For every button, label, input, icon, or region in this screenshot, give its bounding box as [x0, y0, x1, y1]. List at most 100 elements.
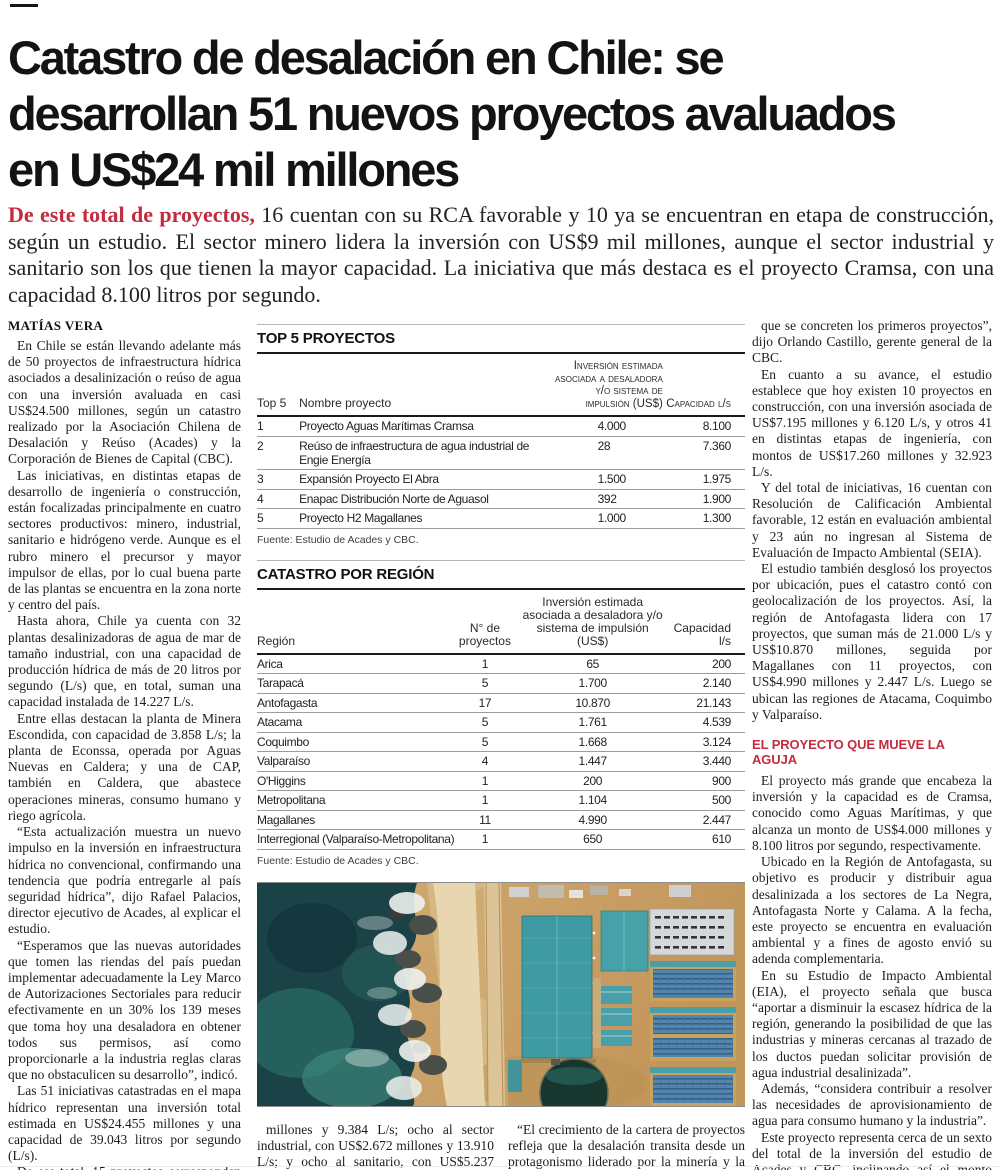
column-left: MATÍAS VERA En Chile se están llevando a…: [8, 318, 241, 1170]
catastro-cell-region: Tarapacá: [257, 673, 448, 694]
top5-table-row: 2 Reúso de infraestructura de agua indus…: [257, 436, 745, 470]
catastro-cell-investment: 1.700: [522, 673, 663, 694]
top5-header-capacity: Capacidad l/s: [662, 354, 745, 417]
top5-cell-name: Expansión Proyecto El Abra: [299, 469, 553, 490]
catastro-cell-capacity: 3.124: [662, 732, 745, 752]
top5-cell-investment: 28: [552, 436, 663, 470]
catastro-cell-region: Metropolitana: [257, 790, 448, 811]
settling-pond: [539, 1057, 609, 1106]
paragraph: Además, “considera contribuir a resolver…: [752, 1080, 992, 1129]
top5-cell-name: Enapac Distribución Norte de Aguasol: [299, 489, 553, 509]
catastro-cell-capacity: 900: [662, 771, 745, 791]
lede-lead-in: De este total de proyectos,: [8, 202, 255, 227]
catastro-cell-projects: 1: [447, 771, 523, 791]
top5-header-name: Nombre proyecto: [299, 354, 553, 417]
catastro-table-row: Atacama 5 1.761 4.539: [257, 712, 745, 733]
catastro-cell-projects: 1: [447, 790, 523, 811]
section-rule: [257, 559, 745, 561]
headline-line: Catastro de desalación en Chile: se: [8, 31, 725, 84]
paragraph: Entre ellas destacan la planta de Minera…: [8, 710, 241, 823]
catastro-table-title: CATASTRO POR REGIÓN: [257, 561, 745, 590]
catastro-cell-investment: 1.447: [522, 751, 663, 772]
top5-cell-rank: 2: [257, 436, 300, 470]
byline: MATÍAS VERA: [8, 318, 104, 333]
paragraph: millones y 9.384 L/s; ocho al sector ind…: [257, 1121, 494, 1169]
catastro-cell-region: Valparaíso: [257, 751, 448, 772]
paragraph: que se concreten los primeros proyectos”…: [752, 318, 992, 366]
catastro-header-investment: Inversión estimada asociada a desaladora…: [522, 589, 663, 655]
headline-line: en US$24 mil millones: [8, 143, 460, 196]
catastro-cell-region: Atacama: [257, 712, 448, 733]
lede-text: 16 cuentan con su RCA favorable y 10 ya …: [8, 202, 994, 307]
paragraph: “Esta actualización muestra un nuevo imp…: [8, 824, 241, 937]
catastro-cell-capacity: 200: [662, 653, 745, 674]
paragraph: En su Estudio de Impacto Ambiental (EIA)…: [752, 967, 992, 1080]
catastro-cell-projects: 1: [447, 653, 523, 674]
catastro-table-row: Antofagasta 17 10.870 21.143: [257, 693, 745, 713]
top5-header-row: Top 5 Nombre proyecto Inversión estimada…: [257, 354, 745, 417]
paragraph: Ubicado en la Región de Antofagasta, su …: [752, 854, 992, 967]
secondary-teal-buildings: [508, 910, 649, 1092]
catastro-cell-projects: 1: [447, 829, 523, 850]
catastro-table-row: Interregional (Valparaíso-Metropolitana)…: [257, 829, 745, 850]
top5-cell-capacity: 1.900: [662, 489, 745, 509]
catastro-table-row: Arica 1 65 200: [257, 653, 745, 674]
page-bottom-rule: [0, 1166, 1000, 1167]
catastro-cell-investment: 200: [522, 771, 663, 791]
catastro-cell-projects: 5: [447, 673, 523, 694]
top5-cell-rank: 1: [257, 416, 300, 437]
catastro-cell-investment: 10.870: [522, 693, 663, 713]
paragraph: Y del total de iniciativas, 16 cuentan c…: [752, 480, 992, 560]
surf-foam: [345, 891, 431, 1100]
top5-cell-capacity: 8.100: [662, 416, 745, 437]
paragraph: El estudio también desglosó los proyecto…: [752, 561, 992, 722]
catastro-cell-investment: 1.668: [522, 732, 663, 752]
catastro-cell-projects: 17: [447, 693, 523, 713]
section-subhead: EL PROYECTO QUE MUEVE LA AGUJA: [752, 737, 945, 768]
catastro-source: Fuente: Estudio de Acades y CBC.: [257, 854, 419, 867]
catastro-table: Región N° de proyectos Inversión estimad…: [257, 589, 745, 850]
paragraph: De ese total, 15 proyectos corresponden …: [8, 1164, 241, 1170]
paragraph: Las 51 iniciativas catastradas en el map…: [8, 1083, 241, 1164]
catastro-header-region: Región: [257, 589, 448, 655]
section-rule: [257, 324, 745, 325]
top5-table-section: TOP 5 PROYECTOS Top 5 Nombre proyecto In…: [257, 324, 745, 554]
top5-cell-capacity: 1.975: [662, 469, 745, 490]
middle-bottom-right: “El crecimiento de la cartera de proyect…: [508, 1122, 745, 1171]
paragraph: “Esperamos que las nuevas autoridades qu…: [8, 937, 241, 1083]
column-right-paragraphs-top: que se concreten los primeros proyectos”…: [752, 318, 992, 723]
top5-cell-capacity: 1.300: [662, 508, 745, 529]
catastro-cell-region: Interregional (Valparaíso-Metropolitana): [257, 829, 455, 850]
catastro-cell-capacity: 2.140: [662, 673, 745, 694]
column-left-paragraphs: En Chile se están llevando adelante más …: [8, 338, 241, 1170]
catastro-table-row: Magallanes 11 4.990 2.447: [257, 810, 745, 830]
catastro-cell-region: Arica: [257, 653, 448, 674]
top5-table-title: TOP 5 PROYECTOS: [257, 325, 745, 354]
top5-cell-investment: 4.000: [552, 416, 663, 437]
plant-outbuildings: [509, 884, 691, 898]
catastro-cell-capacity: 610: [662, 829, 745, 850]
headline-line: desarrollan 51 nuevos proyectos avaluado…: [8, 87, 897, 140]
top5-cell-investment: 1.500: [552, 469, 663, 490]
catastro-cell-region: Coquimbo: [257, 732, 448, 752]
top5-header-rank: Top 5: [257, 354, 300, 417]
aerial-photo-desalination-plant: [257, 881, 745, 1107]
catastro-table-row: O'Higgins 1 200 900: [257, 771, 745, 791]
top5-cell-rank: 5: [257, 508, 300, 529]
top5-header-investment: Inversión estimada asociada a desaladora…: [552, 354, 663, 417]
catastro-table-row: Coquimbo 5 1.668 3.124: [257, 732, 745, 752]
top5-table-row: 4 Enapac Distribución Norte de Aguasol 3…: [257, 489, 745, 509]
top5-cell-rank: 4: [257, 489, 300, 509]
top5-cell-investment: 1.000: [552, 508, 663, 529]
middle-bottom-left: millones y 9.384 L/s; ocho al sector ind…: [257, 1122, 494, 1171]
column-middle: TOP 5 PROYECTOS Top 5 Nombre proyecto In…: [257, 318, 745, 1170]
access-road: [484, 882, 505, 1106]
paragraph: El proyecto más grande que encabeza la i…: [752, 773, 992, 853]
catastro-cell-projects: 5: [447, 732, 523, 752]
catastro-cell-investment: 650: [522, 829, 663, 850]
paragraph: En Chile se están llevando adelante más …: [8, 338, 241, 467]
catastro-header-projects: N° de proyectos: [447, 589, 523, 655]
top-fold-mark: [10, 4, 38, 7]
column-right-paragraphs-bottom: El proyecto más grande que encabeza la i…: [752, 773, 992, 1129]
